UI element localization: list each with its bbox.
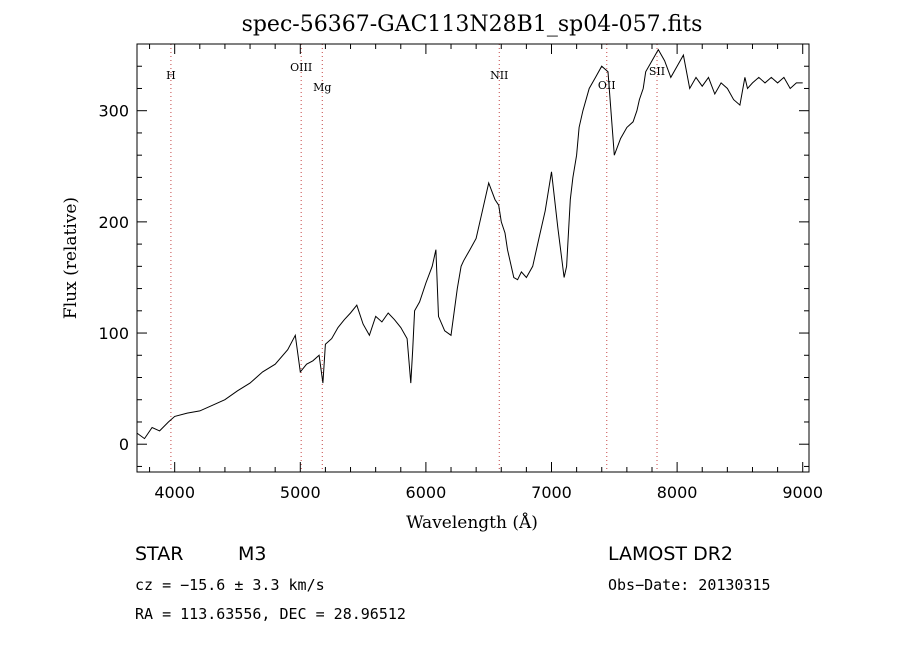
coordinates: RA = 113.63556, DEC = 28.96512 [135, 605, 406, 623]
chart-title: spec-56367-GAC113N28B1_sp04-057.fits [242, 12, 703, 37]
reference-label-mg: Mg [313, 81, 331, 94]
x-tick-label: 5000 [280, 483, 321, 502]
plot-frame [136, 43, 810, 473]
y-tick-label: 0 [119, 435, 129, 454]
y-axis-label: Flux (relative) [61, 197, 81, 319]
object-class: STAR [135, 543, 183, 565]
redshift-readout: cz = −15.6 ± 3.3 km/s [135, 576, 325, 594]
x-tick-label: 4000 [154, 483, 195, 502]
y-tick-label: 100 [98, 324, 129, 343]
y-axis-ticks: 0 100 200 300 [98, 65, 809, 467]
reference-label-sii: SII [649, 65, 665, 78]
obs-date: Obs−Date: 20130315 [608, 576, 771, 594]
object-subclass: M3 [238, 543, 266, 565]
x-tick-label: 6000 [406, 483, 447, 502]
x-axis-label: Wavelength (Å) [406, 512, 538, 533]
x-tick-label: 9000 [782, 483, 823, 502]
y-tick-label: 300 [98, 102, 129, 121]
survey-label: LAMOST DR2 [608, 543, 733, 565]
x-tick-label: 7000 [531, 483, 572, 502]
spectrum-line [136, 48, 803, 440]
x-axis-ticks: 4000 5000 6000 7000 8000 9000 [149, 44, 823, 502]
reference-label-oiii: OIII [290, 61, 312, 74]
reference-label-nii: NII [490, 69, 508, 82]
y-tick-label: 200 [98, 213, 129, 232]
x-tick-label: 8000 [657, 483, 698, 502]
reference-label-h: H [166, 69, 176, 82]
reference-label-oii: OII [598, 79, 616, 92]
